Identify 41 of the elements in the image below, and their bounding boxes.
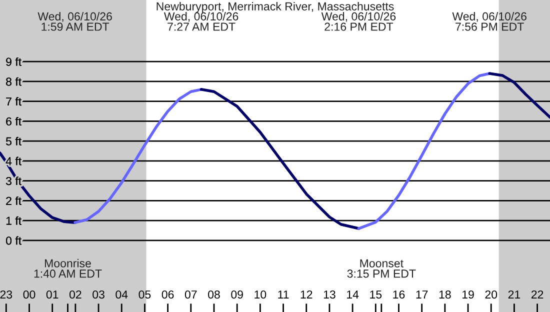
x-tick-label: 13 <box>324 290 336 299</box>
y-tick-label: 5 ft <box>6 136 22 146</box>
annotation: Moonset 3:15 PM EDT <box>347 259 416 278</box>
x-tick-label: 10 <box>254 290 266 299</box>
line-series <box>488 72 550 119</box>
annotation: Wed, 06/10/26 1:59 AM EDT <box>38 12 112 31</box>
x-tick-label: 02 <box>69 290 82 299</box>
x-tick-label: 16 <box>393 290 405 299</box>
line-series <box>74 88 203 224</box>
y-tick-label: 7 ft <box>6 97 22 106</box>
x-tick-label: 03 <box>92 290 104 299</box>
annotation: Wed, 06/10/26 7:27 AM EDT <box>164 12 238 31</box>
y-tick-label: 6 ft <box>6 117 22 126</box>
x-tick-label: 23 <box>0 290 12 299</box>
y-tick-label: 2 ft <box>6 196 22 205</box>
x-tick-label: 00 <box>23 290 36 299</box>
y-tick-label: 1 ft <box>6 216 22 225</box>
y-tick-label: 8 ft <box>6 77 22 86</box>
x-tick-label: 12 <box>300 290 312 298</box>
y-tick-label: 0 ft <box>6 236 22 245</box>
annotation: Wed, 06/10/26 7:56 PM EDT <box>452 12 526 31</box>
x-tick-label: 18 <box>439 290 451 299</box>
x-tick-label: 20 <box>485 290 498 299</box>
x-tick-label: 17 <box>416 290 428 298</box>
x-tick-label: 14 <box>347 290 359 298</box>
x-tick-label: 04 <box>116 290 128 299</box>
x-tick-label: 01 <box>46 290 58 299</box>
y-tick-label: 9 ft <box>6 57 22 66</box>
x-tick-label: 06 <box>162 290 174 299</box>
x-tick-label: 15 <box>370 290 382 299</box>
chart-title: Newburyport, Merrimack River, Massachusetts <box>156 2 394 13</box>
x-tick-label: 05 <box>138 290 151 299</box>
x-tick-label: 21 <box>508 290 520 298</box>
x-tick-label: 22 <box>531 290 544 298</box>
x-tick-label: 08 <box>208 290 220 299</box>
x-tick-label: 19 <box>462 290 474 299</box>
annotation: Moonrise 1:40 AM EDT <box>34 258 102 278</box>
x-tick-label: 07 <box>184 290 197 299</box>
x-tick-label: 09 <box>231 290 243 299</box>
annotation: Wed, 06/10/26 2:16 PM EDT <box>321 12 396 31</box>
x-tick-label: 11 <box>278 290 289 298</box>
